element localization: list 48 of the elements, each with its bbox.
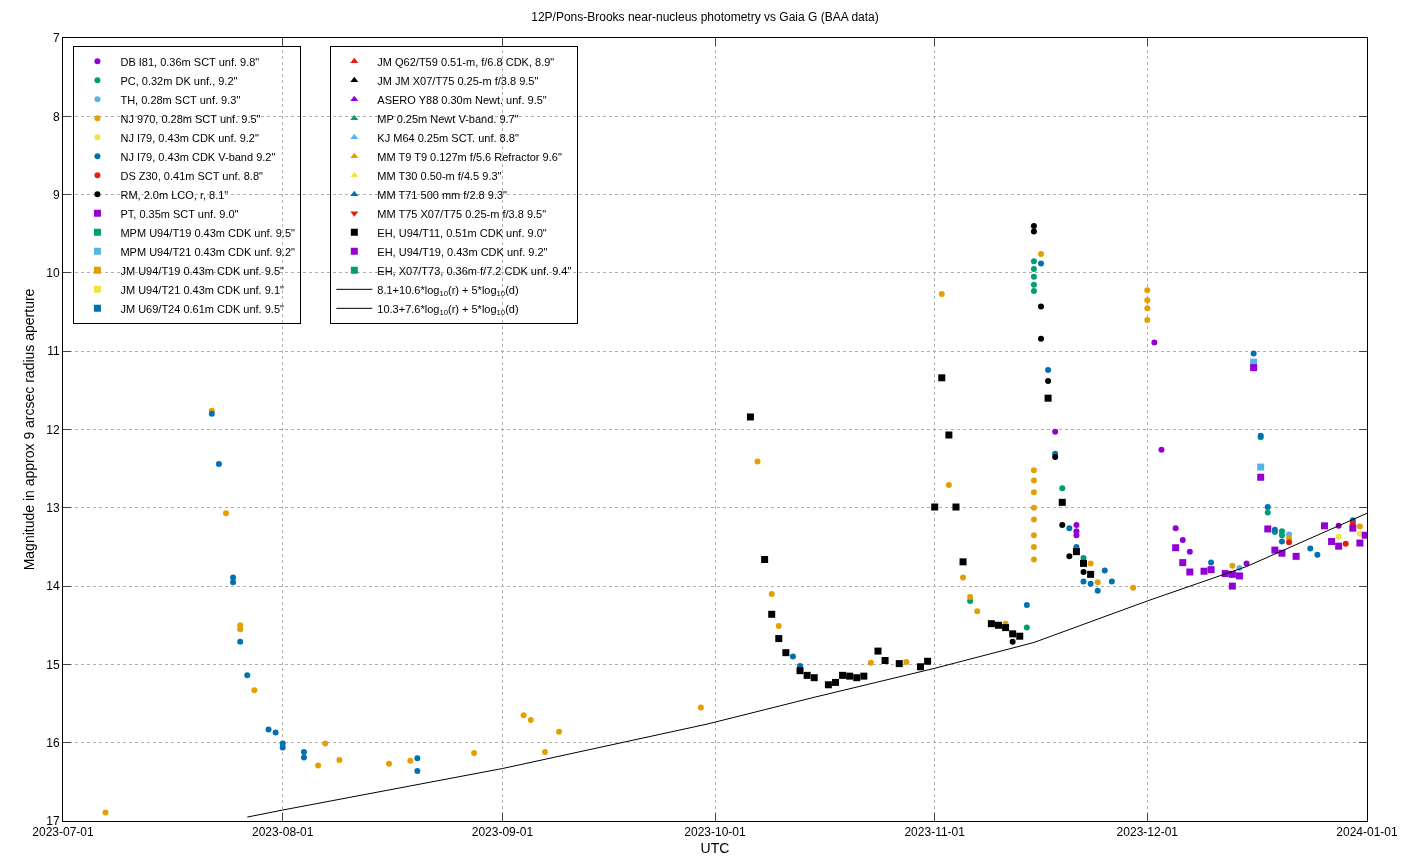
chart-title: 12P/Pons-Brooks near-nucleus photometry vs Gaia G (BAA data) [531, 10, 879, 25]
legend-label: MM T9 T9 0.127m f/5.6 Refractor 9.6" [377, 150, 562, 163]
x-tick-label: 2023-07-01 [32, 825, 95, 840]
legend-label: 10.3+7.6*log$_{10}$(r) + 5*log$_{10}$(d) [377, 302, 519, 317]
x-tick-label: 2023-11-01 [904, 825, 966, 840]
legend-label: NJ I79, 0.43m CDK V-band 9.2" [120, 150, 276, 163]
legend-label: PT, 0.35m SCT unf. 9.0" [120, 207, 239, 220]
legend-label: EH, X07/T73, 0.36m f/7.2 CDK unf. 9.4" [377, 264, 572, 277]
legend-label: JM U69/T24 0.61m CDK unf. 9.5" [120, 302, 284, 315]
x-axis-title: UTC [700, 839, 730, 856]
legend-label: PC, 0.32m DK unf., 9.2" [120, 74, 238, 87]
x-tick-label: 2023-10-01 [684, 825, 747, 840]
legend-label: TH, 0.28m SCT unf. 9.3" [120, 93, 241, 106]
y-tick-label: 12 [46, 422, 60, 437]
y-tick-label: 11 [47, 344, 60, 359]
legend-label: JM JM X07/T75 0.25-m f/3.8 9.5" [377, 74, 539, 87]
legend-label: MPM U94/T21 0.43m CDK unf. 9.2" [120, 245, 295, 258]
y-tick-label: 14 [46, 579, 60, 594]
legend-label: RM, 2.0m LCO, r, 8.1" [120, 188, 229, 201]
legend-label: EH, U94/T19, 0.43m CDK unf. 9.2" [377, 245, 548, 258]
y-tick-label: 10 [46, 266, 60, 281]
legend-label: NJ I79, 0.43m CDK unf. 9.2" [120, 131, 259, 144]
y-tick-label: 16 [46, 735, 60, 750]
y-tick-label: 13 [46, 501, 60, 515]
legend-label: ASERO Y88 0.30m Newt. unf. 9.5" [377, 93, 547, 106]
y-axis-title: Magnitude in approx 9 arcsec radius aperture [20, 288, 37, 571]
legend-label: MM T75 X07/T75 0.25-m f/3.8 9.5" [377, 207, 547, 220]
legend-label: JM U94/T19 0.43m CDK unf. 9.5" [120, 264, 284, 277]
x-tick-label: 2024-01-01 [1336, 825, 1399, 840]
legend-label: MM T71 500 mm f/2.8 9.3" [377, 188, 508, 201]
y-tick-label: 15 [46, 657, 60, 672]
legend-label: JM Q62/T59 0.51-m, f/6.8 CDK, 8.9" [377, 55, 555, 68]
legend-label: EH, U94/T11, 0.51m CDK unf. 9.0" [377, 226, 547, 239]
x-tick-label: 2023-12-01 [1116, 825, 1179, 840]
legend-label: MP 0.25m Newt V-band. 9.7" [377, 112, 519, 125]
legend-label: NJ 970, 0.28m SCT unf. 9.5" [120, 112, 261, 125]
x-tick-label: 2023-08-01 [252, 825, 314, 840]
y-tick-label: 8 [52, 109, 60, 124]
y-tick-label: 9 [52, 187, 60, 202]
legend-label: 8.1+10.6*log$_{10}$(r) + 5*log$_{10}$(d) [377, 283, 519, 298]
legend-label: DS Z30, 0.41m SCT unf. 8.8" [120, 169, 264, 182]
legend-label: JM U94/T21 0.43m CDK unf. 9.1" [120, 283, 284, 296]
x-tick-label: 2023-09-01 [471, 825, 534, 840]
legend-label: KJ M64 0.25m SCT. unf. 8.8" [377, 131, 519, 144]
legend-label: MPM U94/T19 0.43m CDK unf. 9.5" [120, 226, 295, 239]
legend-label: MM T30 0.50-m f/4.5 9.3" [377, 169, 502, 182]
legend-label: DB I81, 0.36m SCT unf. 9.8" [120, 55, 260, 68]
y-tick-label: 7 [52, 31, 60, 46]
